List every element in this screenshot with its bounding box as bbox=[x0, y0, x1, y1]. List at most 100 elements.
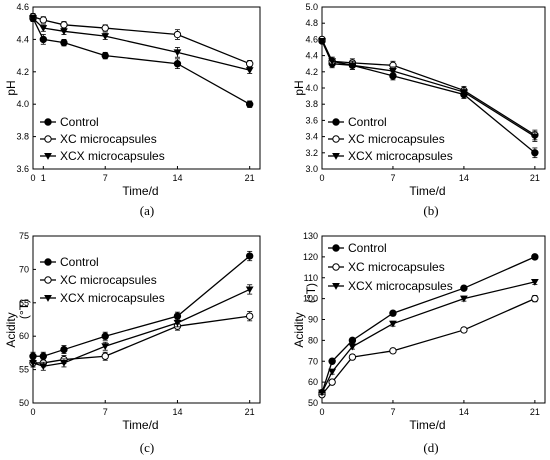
legend-label: XCX microcapsules bbox=[60, 291, 165, 305]
data-point bbox=[530, 133, 539, 141]
data-point bbox=[29, 15, 37, 23]
x-tick-label: 21 bbox=[530, 407, 540, 417]
data-point bbox=[101, 24, 109, 32]
x-tick-label: 0 bbox=[319, 407, 324, 417]
data-point bbox=[389, 309, 397, 317]
legend-marker bbox=[332, 263, 340, 271]
data-point bbox=[389, 320, 397, 328]
legend-label: Control bbox=[60, 255, 99, 269]
y-tick-label: 3.0 bbox=[305, 164, 318, 174]
data-point bbox=[39, 25, 48, 32]
x-tick-label: 7 bbox=[103, 173, 108, 183]
y-axis-unit: (°T) bbox=[304, 283, 318, 303]
data-point bbox=[101, 51, 109, 60]
data-point bbox=[389, 68, 397, 75]
data-point bbox=[348, 62, 357, 70]
y-tick-label: 3.6 bbox=[305, 115, 318, 125]
y-tick-label: 4.0 bbox=[305, 83, 318, 93]
y-tick-label: 4.2 bbox=[16, 67, 29, 77]
data-point bbox=[173, 319, 182, 327]
x-tick-label: 21 bbox=[245, 173, 255, 183]
plot-frame bbox=[32, 235, 261, 404]
legend-label: Control bbox=[60, 115, 99, 129]
x-tick-label: 0 bbox=[30, 407, 35, 417]
y-axis-label: pH bbox=[4, 80, 18, 95]
data-point bbox=[460, 295, 468, 303]
series bbox=[29, 14, 254, 108]
panel-label: (d) bbox=[423, 440, 438, 455]
series-line bbox=[32, 18, 250, 105]
legend-marker bbox=[44, 276, 52, 284]
y-axis-unit: (°T) bbox=[17, 299, 31, 319]
legend-label: Control bbox=[348, 241, 387, 255]
series bbox=[318, 278, 539, 397]
data-point bbox=[389, 347, 397, 355]
series bbox=[318, 253, 539, 397]
data-point bbox=[460, 89, 468, 96]
x-axis-label: Time/d bbox=[122, 418, 158, 432]
y-tick-label: 4.6 bbox=[16, 2, 29, 12]
data-point bbox=[173, 49, 182, 57]
plot-frame bbox=[32, 6, 261, 170]
data-point bbox=[39, 16, 48, 24]
legend-marker bbox=[332, 244, 340, 252]
y-tick-label: 3.8 bbox=[305, 99, 318, 109]
data-point bbox=[348, 343, 357, 351]
legend-label: XCX microcapsules bbox=[348, 279, 453, 293]
series-line bbox=[321, 40, 536, 138]
y-tick-label: 3.8 bbox=[16, 132, 29, 142]
legend-label: XC microcapsules bbox=[348, 260, 445, 274]
data-point bbox=[29, 352, 37, 360]
data-point bbox=[245, 286, 254, 294]
data-point bbox=[39, 363, 48, 371]
legend-marker bbox=[332, 153, 340, 160]
legend-marker bbox=[44, 153, 52, 160]
x-tick-label: 14 bbox=[172, 407, 182, 417]
data-point bbox=[531, 294, 539, 303]
x-tick-label: 14 bbox=[459, 173, 469, 183]
legend-marker bbox=[44, 135, 52, 143]
legend-marker bbox=[44, 295, 52, 302]
data-point bbox=[60, 28, 68, 36]
data-point bbox=[245, 60, 254, 68]
x-tick-label: 7 bbox=[390, 173, 395, 183]
data-point bbox=[173, 312, 182, 320]
data-point bbox=[29, 359, 37, 367]
chart-panel: 3.0 3.2 3.4 3.6 3.8 4.0 4.2 4.4 4.6 4.8 5.0 0 7 14 21 T… bbox=[292, 2, 546, 218]
data-point bbox=[318, 389, 326, 397]
data-point bbox=[531, 253, 539, 261]
chart-panel: 50 55 60 65 70 75 0 7 14 21 Time/d Acidity(°T) Contr… bbox=[4, 231, 261, 455]
chart-panel: 50 60 70 80 90 100 110 120 130 0 7 14 21 Time/d Acidit… bbox=[292, 231, 546, 455]
y-tick-label: 3.6 bbox=[16, 164, 29, 174]
x-tick-label: 0 bbox=[319, 173, 324, 183]
data-point bbox=[328, 58, 337, 66]
data-point bbox=[60, 345, 68, 354]
y-tick-label: 60 bbox=[308, 377, 318, 387]
y-tick-label: 4.0 bbox=[16, 99, 29, 109]
panel-label: (a) bbox=[140, 203, 154, 218]
data-point bbox=[460, 284, 468, 292]
panel-label: (c) bbox=[140, 440, 154, 455]
series bbox=[318, 38, 539, 142]
x-axis-label: Time/d bbox=[409, 418, 445, 432]
y-tick-label: 5.0 bbox=[305, 2, 318, 12]
series-line bbox=[321, 256, 536, 393]
legend-label: XCX microcapsules bbox=[348, 149, 453, 163]
x-tick-label: 21 bbox=[245, 407, 255, 417]
data-point bbox=[101, 352, 109, 360]
y-tick-label: 55 bbox=[19, 365, 29, 375]
data-point bbox=[173, 30, 182, 39]
data-point bbox=[60, 21, 68, 29]
legend-marker bbox=[332, 135, 340, 143]
data-point bbox=[245, 312, 254, 320]
series-line bbox=[321, 281, 536, 393]
y-tick-label: 120 bbox=[303, 252, 318, 262]
data-point bbox=[530, 278, 539, 286]
x-tick-label: 0 bbox=[30, 173, 35, 183]
data-point bbox=[101, 332, 109, 340]
y-tick-label: 3.2 bbox=[305, 148, 318, 158]
series bbox=[29, 284, 254, 371]
data-point bbox=[318, 38, 326, 45]
series bbox=[29, 250, 254, 361]
